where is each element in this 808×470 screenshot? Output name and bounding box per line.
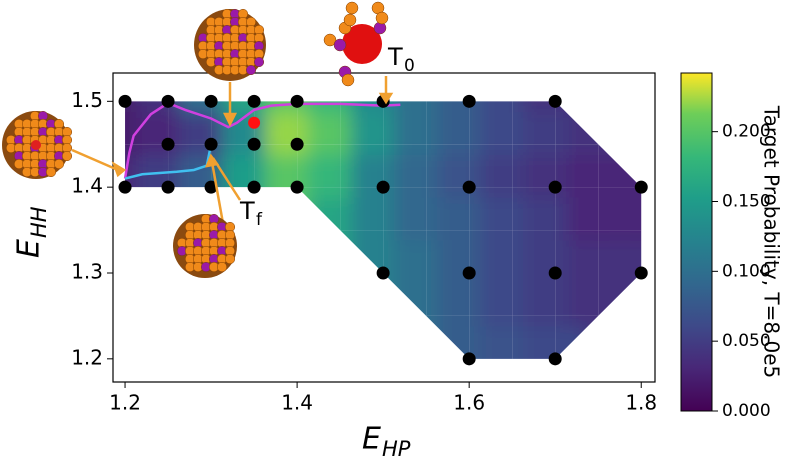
atom [323,33,337,47]
y-tick-label: 1.3 [71,259,103,283]
y-tick-label: 1.5 [71,88,103,112]
grid-point [462,352,476,366]
y-label: E [12,239,47,258]
grid-point [204,180,218,194]
grid-point [204,137,218,151]
trajectory [124,143,213,180]
plot-frame [112,72,656,383]
grid-point [548,94,562,108]
y-tick-label: 1.4 [71,174,103,198]
grid-point [247,94,261,108]
colorbar-label: Target Probability, T=8.0e5 [760,105,784,378]
grid-point [161,137,175,151]
annotation-text: T [239,197,255,225]
colorbar-tick-label: 0.200 [722,122,771,142]
contour-region [125,101,642,359]
grid-point [462,180,476,194]
grid-point [462,266,476,280]
x-tick-label: 1.2 [109,391,141,415]
grid-point [290,137,304,151]
annotation-text: T [387,43,403,71]
atom [345,1,359,15]
annotation-t0: T 0 [387,43,415,76]
core-atom [31,140,41,150]
x-label: E [362,422,381,457]
atom [224,253,236,265]
atom [53,158,65,170]
atom [253,56,265,68]
cluster-images [2,1,389,278]
y-label-sub: HH [27,206,51,238]
grid-point [548,266,562,280]
x-label-sub: HP [382,437,411,461]
y-tick-label: 1.2 [71,345,103,369]
x-tick-label: 1.8 [625,391,657,415]
colorbar-tick-label: 0.000 [722,401,771,421]
x-axis-label: E HP [362,422,411,462]
grid-point [634,180,648,194]
trajectory [123,101,401,179]
grid-point [634,266,648,280]
annotation-sub: 0 [404,56,415,76]
atom [341,73,355,87]
y-axis-label: E HH [12,206,52,258]
x-tick-label: 1.6 [453,391,485,415]
grid-point [376,266,390,280]
atom [216,261,228,273]
grid-point [161,94,175,108]
grid-point [548,180,562,194]
atom [245,64,257,76]
grid-point [204,94,218,108]
annotation-tf: T f [239,197,263,230]
grid-point [548,352,562,366]
grid-point [118,180,132,194]
atom [45,166,57,178]
grid-point [290,180,304,194]
x-tick-label: 1.4 [281,391,313,415]
grid-point [376,180,390,194]
atom [375,11,389,25]
colorbar [680,72,713,412]
core-atom [342,24,382,64]
atom [333,38,347,52]
contour-cell [565,283,631,349]
target-marker [248,116,261,129]
colorbar-tick-label: 0.150 [722,191,771,211]
grid-point [247,137,261,151]
colorbar-tick-label: 0.100 [722,261,771,281]
grid-point [161,180,175,194]
grid-point [462,94,476,108]
annotation-sub: f [256,210,263,230]
colorbar-tick-label: 0.050 [722,331,771,351]
grid-point [118,94,132,108]
grid-point [290,94,304,108]
grid-point [247,180,261,194]
atom [61,150,73,162]
atom [343,13,357,27]
